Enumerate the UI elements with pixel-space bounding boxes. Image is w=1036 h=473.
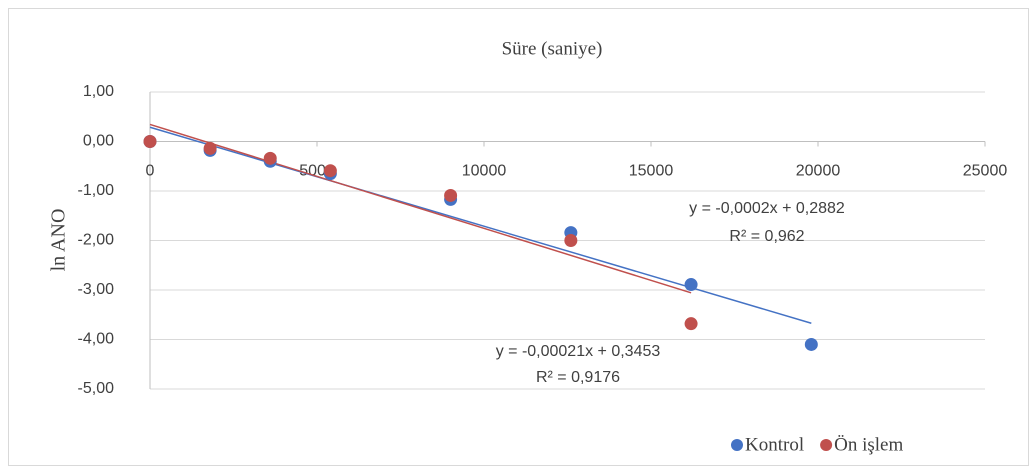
x-tick-label: 15000 [629, 163, 674, 180]
legend-marker [731, 439, 743, 451]
legend-label: Kontrol [745, 434, 804, 455]
legend-label: Ön işlem [834, 434, 903, 455]
data-point [804, 337, 818, 351]
data-point [143, 135, 157, 148]
data-point [444, 188, 458, 202]
legend-marker [820, 439, 833, 451]
trendline [149, 123, 692, 294]
data-point [684, 317, 698, 331]
y-tick-label: -4,00 [78, 331, 115, 348]
y-tick-label: 1,00 [83, 83, 114, 100]
data-point [564, 234, 578, 247]
trendline-equation: y = -0,0002x + 0,2882 [689, 200, 845, 217]
y-axis-label: ln ANO [48, 209, 70, 272]
trendline-r2: R² = 0,962 [729, 228, 804, 245]
trendline [149, 126, 812, 324]
x-tick-label: 0 [146, 163, 155, 180]
data-point [684, 278, 698, 292]
x-tick-label: 25000 [963, 163, 1008, 180]
y-tick-label: 0,00 [83, 133, 114, 150]
y-tick-label: -5,00 [78, 380, 115, 397]
y-tick-label: -1,00 [78, 182, 115, 199]
x-tick-label: 20000 [796, 163, 841, 180]
data-point [203, 141, 217, 155]
y-tick-label: -3,00 [78, 281, 115, 298]
data-point [323, 164, 337, 178]
trendline-equation: y = -0,00021x + 0,3453 [496, 343, 661, 360]
y-tick-label: -2,00 [78, 232, 115, 249]
trendline-r2: R² = 0,9176 [536, 369, 620, 386]
data-point [263, 151, 277, 165]
chart-title: Süre (saniye) [502, 38, 603, 59]
x-tick-label: 10000 [462, 163, 507, 180]
